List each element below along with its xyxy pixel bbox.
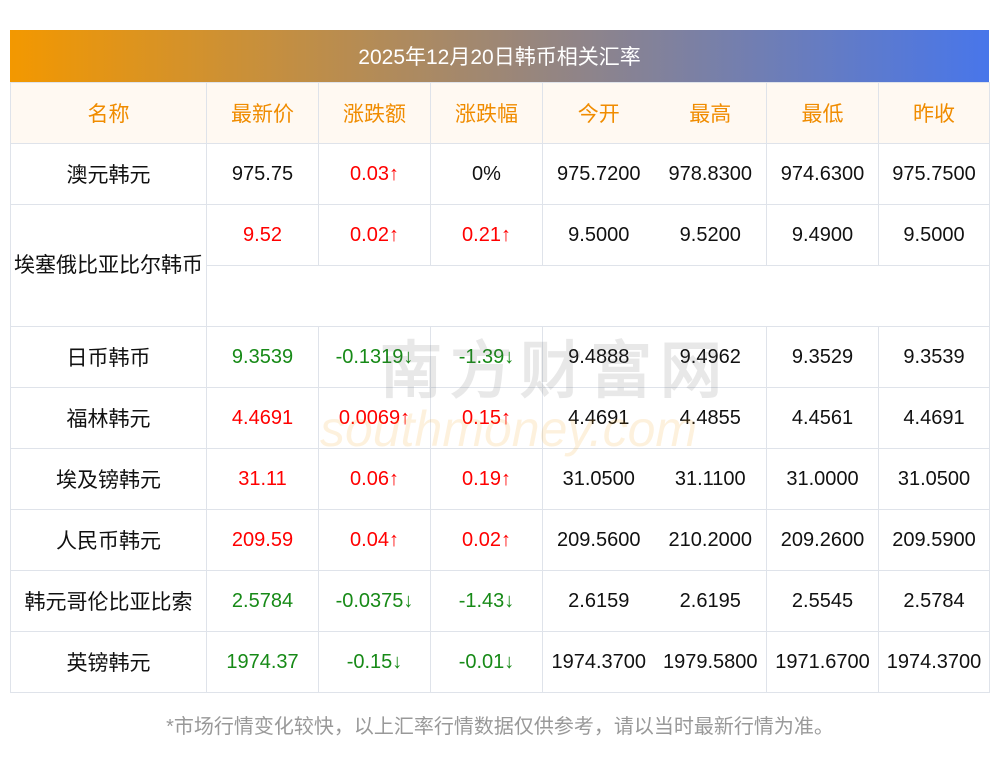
- cell-name: 埃塞俄比亚比尔韩币: [10, 204, 207, 327]
- table-row: 人民币韩元 209.59 0.04↑ 0.02↑ 209.5600 210.2000 209…: [10, 509, 990, 571]
- cell-pct: 0.21↑: [430, 204, 543, 266]
- cell-prev: 975.7500: [878, 143, 990, 205]
- cell-change: -0.1319↓: [318, 326, 431, 388]
- cell-low: 2.5545: [766, 570, 879, 632]
- cell-low: 1971.6700: [766, 631, 879, 693]
- cell-high: 1979.5800: [654, 631, 767, 693]
- cell-pct: 0.15↑: [430, 387, 543, 449]
- cell-name: 韩元哥伦比亚比索: [10, 570, 207, 632]
- cell-low: 9.4900: [766, 204, 879, 266]
- cell-open: 1974.3700: [542, 631, 655, 693]
- cell-latest: 31.11: [206, 448, 319, 510]
- cell-latest: 9.52: [206, 204, 319, 266]
- cell-change: -0.0375↓: [318, 570, 431, 632]
- cell-latest: 2.5784: [206, 570, 319, 632]
- cell-pct: 0.02↑: [430, 509, 543, 571]
- cell-high: 978.8300: [654, 143, 767, 205]
- header-latest: 最新价: [206, 82, 319, 144]
- cell-change: 0.04↑: [318, 509, 431, 571]
- cell-prev: 9.5000: [878, 204, 990, 266]
- cell-name: 澳元韩元: [10, 143, 207, 205]
- table-row: 韩元哥伦比亚比索 2.5784 -0.0375↓ -1.43↓ 2.6159 2.6195…: [10, 570, 990, 632]
- header-high: 最高: [654, 82, 767, 144]
- table-row: 埃塞俄比亚比尔韩币 9.52 0.02↑ 0.21↑ 9.5000 9.5200 9.490…: [10, 204, 990, 327]
- table-row: 英镑韩元 1974.37 -0.15↓ -0.01↓ 1974.3700 1979.580…: [10, 631, 990, 693]
- header-low: 最低: [766, 82, 879, 144]
- cell-low: 4.4561: [766, 387, 879, 449]
- cell-open: 4.4691: [542, 387, 655, 449]
- cell-low: 9.3529: [766, 326, 879, 388]
- cell-prev: 31.0500: [878, 448, 990, 510]
- cell-name: 日币韩币: [10, 326, 207, 388]
- cell-pct: 0%: [430, 143, 543, 205]
- disclaimer: *市场行情变化较快，以上汇率行情数据仅供参考，请以当时最新行情为准。: [166, 716, 834, 738]
- cell-pct: 0.19↑: [430, 448, 543, 510]
- cell-latest: 9.3539: [206, 326, 319, 388]
- table-row: 福林韩元 4.4691 0.0069↑ 0.15↑ 4.4691 4.4855 4.4561…: [10, 387, 990, 449]
- rate-table: 名称 最新价 涨跌额 涨跌幅 今开 最高 最低 昨收 澳元韩元 975.75 0.0…: [10, 82, 990, 693]
- cell-latest: 4.4691: [206, 387, 319, 449]
- cell-high: 4.4855: [654, 387, 767, 449]
- cell-pct: -0.01↓: [430, 631, 543, 693]
- header-change: 涨跌额: [318, 82, 431, 144]
- cell-high: 2.6195: [654, 570, 767, 632]
- cell-open: 2.6159: [542, 570, 655, 632]
- cell-change: -0.15↓: [318, 631, 431, 693]
- cell-open: 975.7200: [542, 143, 655, 205]
- cell-high: 9.4962: [654, 326, 767, 388]
- cell-high: 31.1100: [654, 448, 767, 510]
- cell-pct: -1.43↓: [430, 570, 543, 632]
- cell-name: 人民币韩元: [10, 509, 207, 571]
- header-pct: 涨跌幅: [430, 82, 543, 144]
- cell-prev: 4.4691: [878, 387, 990, 449]
- table-row: 埃及镑韩元 31.11 0.06↑ 0.19↑ 31.0500 31.1100 31.000…: [10, 448, 990, 510]
- rate-table-panel: 2025年12月20日韩币相关汇率 名称 最新价 涨跌额 涨跌幅 今开 最高 最…: [10, 30, 990, 693]
- cell-low: 31.0000: [766, 448, 879, 510]
- cell-prev: 2.5784: [878, 570, 990, 632]
- cell-pct: -1.39↓: [430, 326, 543, 388]
- cell-prev: 1974.3700: [878, 631, 990, 693]
- table-header-row: 名称 最新价 涨跌额 涨跌幅 今开 最高 最低 昨收: [10, 82, 990, 144]
- cell-low: 974.6300: [766, 143, 879, 205]
- cell-open: 9.5000: [542, 204, 655, 266]
- cell-low: 209.2600: [766, 509, 879, 571]
- table-title: 2025年12月20日韩币相关汇率: [10, 30, 989, 82]
- cell-change: 0.03↑: [318, 143, 431, 205]
- cell-high: 210.2000: [654, 509, 767, 571]
- cell-latest: 1974.37: [206, 631, 319, 693]
- cell-open: 9.4888: [542, 326, 655, 388]
- cell-name: 福林韩元: [10, 387, 207, 449]
- cell-change: 0.06↑: [318, 448, 431, 510]
- cell-name: 埃及镑韩元: [10, 448, 207, 510]
- cell-change: 0.0069↑: [318, 387, 431, 449]
- header-prev: 昨收: [878, 82, 990, 144]
- cell-prev: 209.5900: [878, 509, 990, 571]
- cell-prev: 9.3539: [878, 326, 990, 388]
- table-row: 日币韩币 9.3539 -0.1319↓ -1.39↓ 9.4888 9.4962 9.35…: [10, 326, 990, 388]
- empty-merged-cell: [206, 265, 990, 327]
- cell-change: 0.02↑: [318, 204, 431, 266]
- cell-open: 209.5600: [542, 509, 655, 571]
- header-name: 名称: [10, 82, 207, 144]
- cell-latest: 209.59: [206, 509, 319, 571]
- cell-name: 英镑韩元: [10, 631, 207, 693]
- cell-high: 9.5200: [654, 204, 767, 266]
- cell-open: 31.0500: [542, 448, 655, 510]
- table-row: 澳元韩元 975.75 0.03↑ 0% 975.7200 978.8300 974.630…: [10, 143, 990, 205]
- cell-latest: 975.75: [206, 143, 319, 205]
- header-open: 今开: [542, 82, 655, 144]
